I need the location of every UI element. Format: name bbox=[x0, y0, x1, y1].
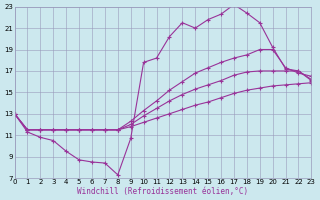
X-axis label: Windchill (Refroidissement éolien,°C): Windchill (Refroidissement éolien,°C) bbox=[77, 187, 249, 196]
